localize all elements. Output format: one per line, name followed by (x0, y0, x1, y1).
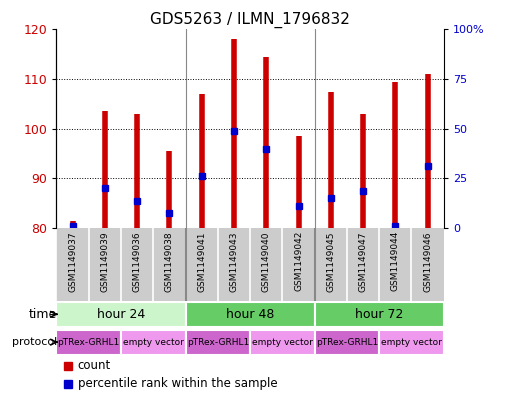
Bar (186, 330, 250, 355)
Text: GSM1149037: GSM1149037 (68, 231, 77, 292)
Text: count: count (78, 359, 111, 372)
Text: pTRex-GRHL1: pTRex-GRHL1 (316, 338, 378, 347)
Text: GSM1149038: GSM1149038 (165, 231, 174, 292)
Bar (121, 330, 186, 355)
Text: GSM1149043: GSM1149043 (229, 231, 239, 292)
Text: GSM1149046: GSM1149046 (423, 231, 432, 292)
Text: GSM1149045: GSM1149045 (326, 231, 336, 292)
Bar (314, 330, 379, 355)
Text: GSM1149036: GSM1149036 (133, 231, 142, 292)
Title: GDS5263 / ILMN_1796832: GDS5263 / ILMN_1796832 (150, 12, 350, 28)
Text: hour 24: hour 24 (97, 308, 145, 321)
Text: GSM1149039: GSM1149039 (101, 231, 109, 292)
Text: empty vector: empty vector (381, 338, 442, 347)
Text: pTRex-GRHL1: pTRex-GRHL1 (57, 338, 120, 347)
Text: empty vector: empty vector (252, 338, 313, 347)
Text: GSM1149040: GSM1149040 (262, 231, 271, 292)
Bar (250, 330, 314, 355)
Text: empty vector: empty vector (123, 338, 184, 347)
Bar (56, 302, 186, 327)
Text: hour 48: hour 48 (226, 308, 274, 321)
Bar (56, 330, 121, 355)
Text: time: time (29, 308, 57, 321)
Bar (379, 330, 444, 355)
Bar (314, 302, 444, 327)
Bar (186, 302, 314, 327)
Text: GSM1149042: GSM1149042 (294, 231, 303, 292)
Text: hour 72: hour 72 (355, 308, 403, 321)
Text: protocol: protocol (12, 337, 57, 347)
Text: GSM1149044: GSM1149044 (391, 231, 400, 292)
Text: GSM1149041: GSM1149041 (197, 231, 206, 292)
Text: percentile rank within the sample: percentile rank within the sample (78, 377, 278, 390)
Text: pTRex-GRHL1: pTRex-GRHL1 (187, 338, 249, 347)
Text: GSM1149047: GSM1149047 (359, 231, 367, 292)
